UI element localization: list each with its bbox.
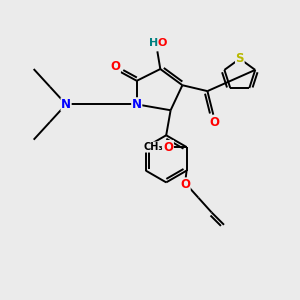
Text: O: O [110,60,120,73]
Text: H: H [149,38,158,48]
Text: N: N [132,98,142,111]
Text: S: S [236,52,244,65]
Text: O: O [163,141,173,154]
Text: CH₃: CH₃ [144,142,164,152]
Text: O: O [180,178,190,191]
Text: N: N [61,98,71,111]
Text: O: O [158,38,167,48]
Text: O: O [210,116,220,129]
